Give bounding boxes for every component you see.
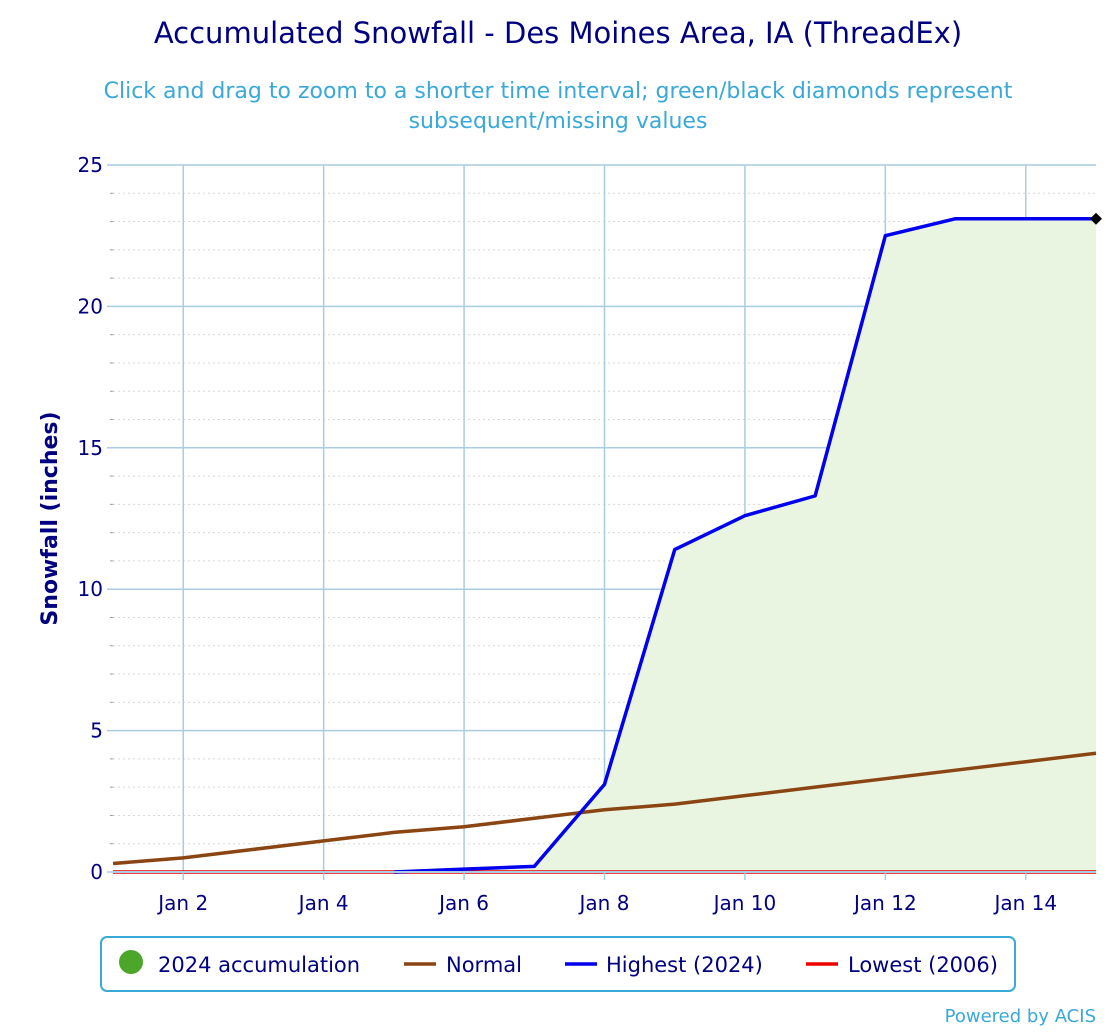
x-tick-label: Jan 2 — [156, 891, 208, 915]
credit-link[interactable]: Powered by ACIS — [945, 1006, 1096, 1027]
legend-label-accum: 2024 accumulation — [158, 953, 360, 977]
x-tick-label: Jan 8 — [578, 891, 630, 915]
y-axis-ticks: 0 5 10 15 20 25 — [78, 153, 113, 884]
legend-label-highest: Highest (2024) — [606, 953, 763, 977]
series-accum-area — [113, 218, 1096, 872]
y-tick-label: 20 — [78, 294, 103, 318]
y-tick-label: 5 — [90, 719, 103, 743]
plot-area[interactable]: Jan 2 Jan 4 Jan 6 Jan 8 Jan 10 Jan 12 Jan 14 0… — [78, 153, 1102, 915]
series-normal-line — [112, 751, 1097, 866]
legend: 2024 accumulation Normal Highest (2024) Low… — [100, 936, 1016, 992]
x-tick-label: Jan 12 — [852, 891, 917, 915]
legend-box — [100, 936, 1016, 992]
x-axis-ticks: Jan 2 Jan 4 Jan 6 Jan 8 Jan 10 Jan 12 Jan 14 — [156, 872, 1057, 915]
legend-items: 2024 accumulation Normal Highest (2024) Low… — [119, 950, 998, 977]
legend-label-lowest: Lowest (2006) — [848, 953, 998, 977]
y-tick-label: 25 — [78, 153, 103, 177]
diamond-marker — [1090, 212, 1102, 225]
y-axis-label: Snowfall (inches) — [38, 411, 63, 625]
x-tick-label: Jan 6 — [437, 891, 489, 915]
x-tick-label: Jan 10 — [712, 891, 777, 915]
legend-label-normal: Normal — [446, 953, 522, 977]
y-tick-label: 0 — [90, 860, 103, 884]
x-tick-label: Jan 14 — [992, 891, 1057, 915]
x-tick-label: Jan 4 — [297, 891, 349, 915]
y-tick-label: 10 — [78, 577, 103, 601]
legend-symbol-accum — [119, 950, 143, 974]
y-tick-label: 15 — [78, 436, 103, 460]
series-highest-line — [393, 216, 1096, 874]
chart-subtitle-line-1: Click and drag to zoom to a shorter time… — [104, 79, 1013, 104]
chart-subtitle-line-2: subsequent/missing values — [409, 109, 708, 134]
chart-title: Accumulated Snowfall - Des Moines Area, … — [154, 16, 962, 50]
